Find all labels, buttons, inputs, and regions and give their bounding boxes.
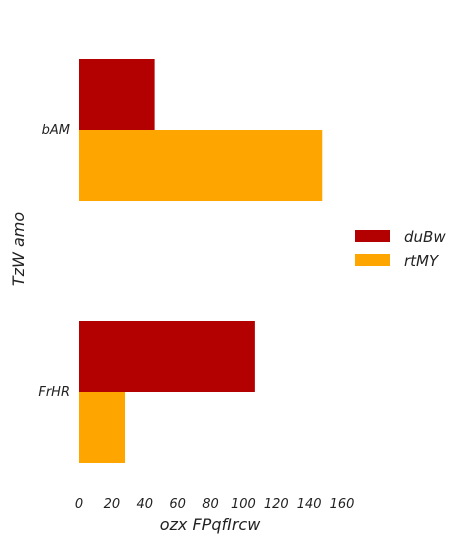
legend: duBw rtMY [355, 228, 446, 270]
x-tick-label: 140 [297, 497, 322, 512]
x-tick-labels: 0 20 40 60 80 100 120 140 160 [75, 497, 355, 512]
legend-swatch-rtMY [355, 254, 390, 266]
bar-rtMY-FrHR [79, 392, 126, 463]
bars-group [79, 59, 323, 463]
bar-rtMY-bAM [79, 130, 323, 201]
x-tick-label: 60 [169, 497, 186, 512]
x-tick-label: 20 [104, 497, 121, 512]
legend-swatch-duBw [355, 230, 390, 242]
category-labels: bAM FrHR [38, 123, 70, 400]
x-tick-label: 160 [330, 497, 355, 512]
bar-duBw-bAM [79, 59, 155, 130]
x-tick-label: 120 [264, 497, 289, 512]
category-label: bAM [42, 123, 70, 138]
x-tick-label: 80 [202, 497, 219, 512]
bar-duBw-FrHR [79, 321, 255, 392]
legend-label-rtMY: rtMY [404, 252, 440, 270]
x-tick-label: 0 [75, 497, 83, 512]
y-axis-label: TzW amo [9, 212, 28, 286]
x-axis-label: ozx FPqfIrcw [160, 515, 261, 534]
x-tick-label: 100 [231, 497, 256, 512]
category-label: FrHR [38, 385, 70, 400]
legend-label-duBw: duBw [404, 228, 446, 246]
x-tick-label: 40 [136, 497, 153, 512]
